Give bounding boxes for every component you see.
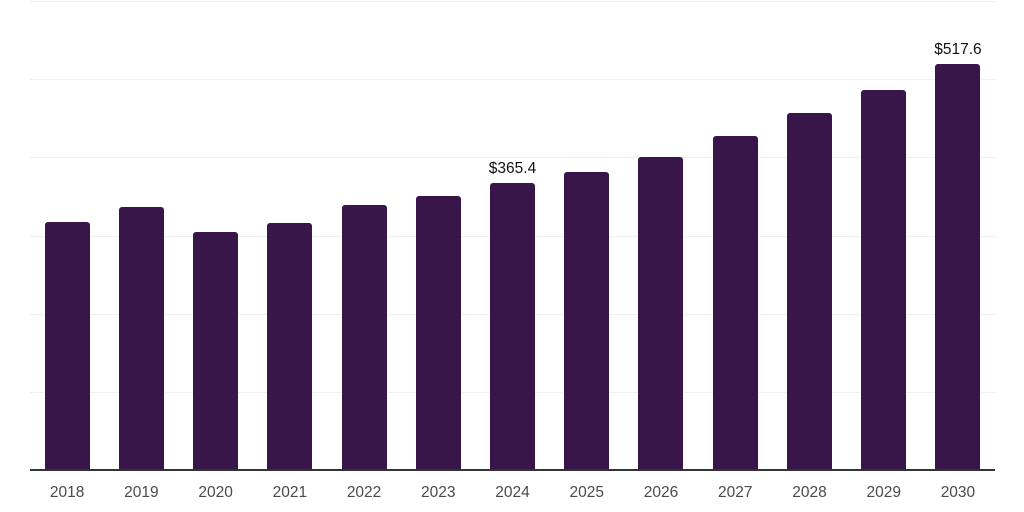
bar-column-2027: [698, 0, 772, 469]
x-axis-line: [30, 469, 995, 471]
x-tick-label-2027: 2027: [717, 484, 753, 501]
bar-2021: [267, 222, 313, 469]
x-tick-label-2024: 2024: [495, 484, 530, 501]
bar-2025: [564, 171, 610, 469]
x-tick-label-2023: 2023: [421, 484, 456, 501]
bar-2027: [712, 135, 758, 469]
bar-column-2018: [30, 0, 104, 469]
bar-2026: [638, 156, 684, 469]
x-tick-label-2030: 2030: [940, 484, 976, 501]
bar-column-2021: [253, 0, 327, 469]
x-tick-label-2026: 2026: [643, 484, 679, 501]
x-tick-label-2029: 2029: [866, 484, 901, 501]
data-label-2024: $365.4: [488, 159, 537, 177]
bar-column-2025: [550, 0, 624, 469]
bar-2028: [786, 113, 832, 469]
x-tick-label-2028: 2028: [792, 484, 827, 501]
bar-column-2029: [847, 0, 921, 469]
bar-column-2026: [624, 0, 698, 469]
bar-column-2028: [772, 0, 846, 469]
bar-column-2024: $365.4: [475, 0, 549, 469]
bar-2022: [341, 205, 387, 469]
bar-2019: [118, 206, 164, 469]
x-tick-label-2018: 2018: [49, 484, 85, 501]
bar-series: $365.4 $517.6: [30, 0, 995, 469]
bar-column-2022: [327, 0, 401, 469]
bar-2018: [44, 221, 90, 469]
bar-column-2020: [178, 0, 252, 469]
x-tick-label-2021: 2021: [272, 484, 308, 501]
gridline-400: [30, 157, 995, 159]
plot-area: $365.4 $517.6: [30, 0, 995, 471]
bar-2030: [935, 64, 981, 469]
x-tick-label-2019: 2019: [124, 484, 159, 501]
bar-2020: [193, 231, 239, 469]
x-axis-tick-labels: 2018 2019 2020 2021 2022 2023 2024 2025 2026 2027…: [30, 482, 995, 504]
bar-2024: [490, 183, 536, 469]
bar-column-2023: [401, 0, 475, 469]
x-tick-label-2022: 2022: [346, 484, 382, 501]
bar-column-2019: [104, 0, 178, 469]
bar-column-2030: $517.6: [921, 0, 995, 469]
x-tick-label-2020: 2020: [198, 484, 233, 501]
x-tick-label-2025: 2025: [569, 484, 604, 501]
data-label-2030: $517.6: [934, 40, 982, 58]
gridline-600: [30, 1, 995, 2]
bar-2023: [415, 196, 461, 469]
gridline-500: [30, 79, 995, 81]
bar-2029: [861, 90, 907, 469]
